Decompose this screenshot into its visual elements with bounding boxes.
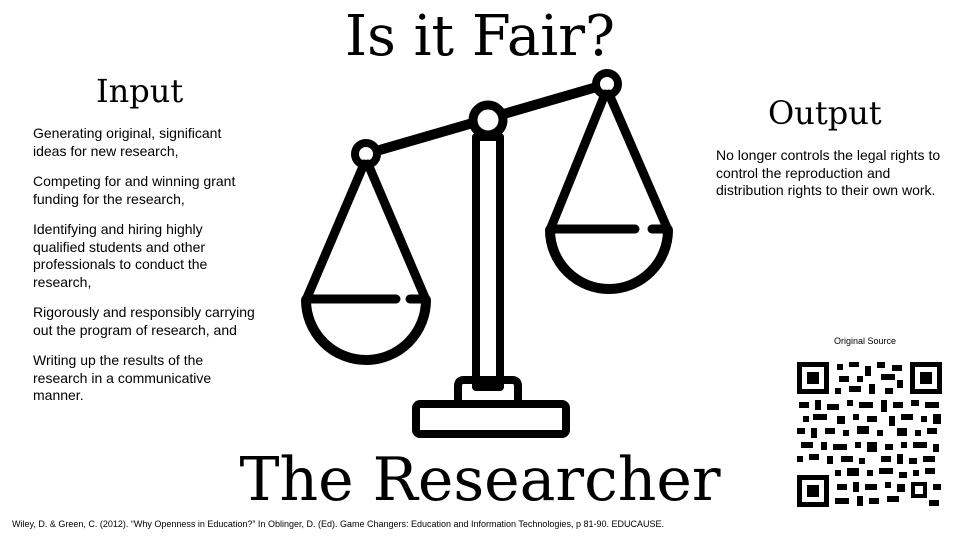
- input-item: Writing up the results of the research i…: [33, 352, 212, 403]
- input-item: Identifying and hiring highly qualified …: [33, 221, 208, 290]
- input-item: Generating original, significant ideas f…: [33, 125, 222, 159]
- input-item: Competing for and winning grant funding …: [33, 173, 236, 207]
- output-heading: Output: [768, 94, 882, 132]
- output-text: No longer controls the legal rights to c…: [716, 147, 941, 198]
- input-heading: Input: [96, 72, 184, 110]
- input-item: Rigorously and responsibly carrying out …: [33, 304, 255, 338]
- slide-title: Is it Fair?: [344, 4, 616, 69]
- slide-subtitle: The Researcher: [239, 445, 721, 515]
- source-label: Original Source: [833, 336, 897, 346]
- citation: Wiley, D. & Green, C. (2012). “Why Openn…: [12, 519, 664, 529]
- balance-scale-icon: [301, 69, 673, 438]
- input-list: Generating original, significant ideas f…: [33, 125, 258, 418]
- qr-code-icon[interactable]: [797, 362, 942, 507]
